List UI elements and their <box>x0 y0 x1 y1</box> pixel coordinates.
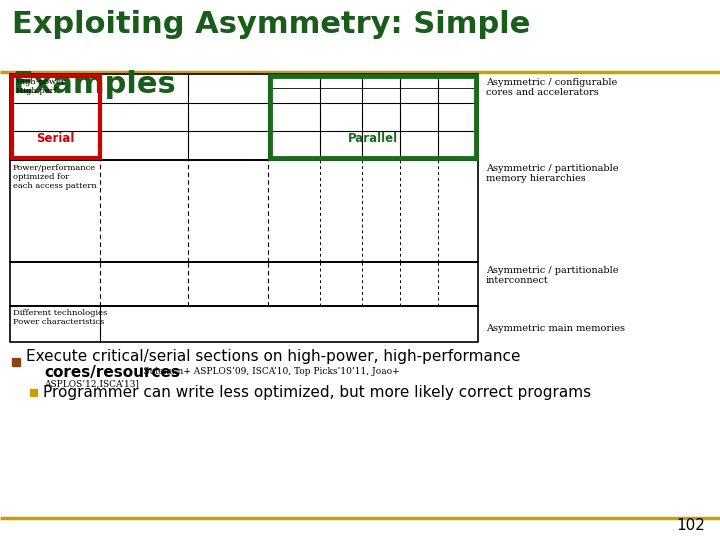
Bar <box>10 74 478 160</box>
Text: ASPLOS’12,ISCA’13]: ASPLOS’12,ISCA’13] <box>44 380 139 388</box>
Bar <box>10 306 478 342</box>
Bar <box>12 76 100 158</box>
Text: [Suleman+ ASPLOS’09, ISCA’10, Top Picks’10’11, Joao+: [Suleman+ ASPLOS’09, ISCA’10, Top Picks’… <box>137 368 400 376</box>
Bar <box>10 160 478 262</box>
Text: Asymmetric main memories: Asymmetric main memories <box>486 324 625 333</box>
Bar <box>12 358 20 366</box>
Text: 102: 102 <box>676 518 705 534</box>
Text: Parallel: Parallel <box>348 132 398 145</box>
Text: Examples: Examples <box>12 70 176 99</box>
Text: Exploiting Asymmetry: Simple: Exploiting Asymmetry: Simple <box>12 10 531 39</box>
Text: Power/performance
optimized for
each access pattern: Power/performance optimized for each acc… <box>13 164 96 191</box>
Text: Programmer can write less optimized, but more likely correct programs: Programmer can write less optimized, but… <box>43 384 591 400</box>
Text: Asymmetric / partitionable
memory hierarchies: Asymmetric / partitionable memory hierar… <box>486 164 618 184</box>
Text: Execute critical/serial sections on high-power, high-performance: Execute critical/serial sections on high… <box>26 348 521 363</box>
Bar <box>30 388 37 395</box>
Text: Serial: Serial <box>36 132 74 145</box>
Bar <box>10 262 478 306</box>
Text: Asymmetric / partitionable
interconnect: Asymmetric / partitionable interconnect <box>486 266 618 286</box>
Text: Asymmetric / configurable
cores and accelerators: Asymmetric / configurable cores and acce… <box>486 78 617 97</box>
Text: Different technologies
Power characteristics: Different technologies Power characteris… <box>13 309 107 326</box>
Text: cores/resources: cores/resources <box>44 364 180 380</box>
Bar <box>270 76 476 158</box>
Text: High-power
High perf.: High-power High perf. <box>16 78 66 95</box>
